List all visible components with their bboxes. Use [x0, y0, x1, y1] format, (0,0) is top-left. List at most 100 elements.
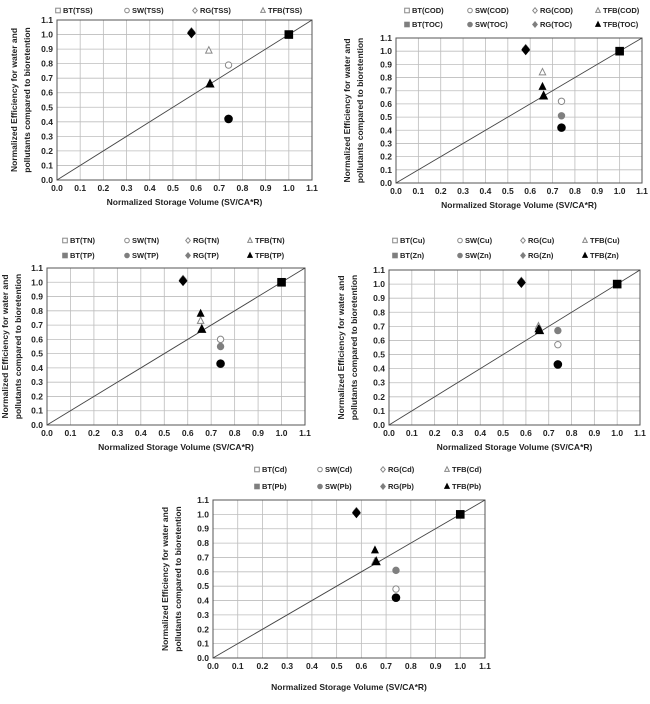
data-point-water-square	[284, 30, 294, 39]
x-tick-label: 0.2	[429, 428, 441, 438]
x-tick-label: 0.5	[158, 428, 170, 438]
legend-marker-square	[254, 483, 260, 490]
x-tick-label: 0.2	[97, 183, 109, 193]
y-tick-label: 0.2	[373, 392, 385, 402]
legend-marker-circle	[467, 21, 473, 28]
x-tick-label: 0.3	[281, 661, 293, 671]
y-tick-label: 0.3	[373, 378, 385, 388]
plot-area-border	[395, 37, 643, 184]
legend-marker-triangle	[581, 236, 589, 243]
data-point-sw-pb-	[392, 566, 400, 575]
legend-label: RG(Pb)	[388, 482, 414, 491]
data-point-tfb-cod-	[538, 67, 547, 76]
plot-area-border	[46, 267, 306, 426]
x-tick-label: 0.9	[591, 186, 603, 196]
x-tick-label: 0.8	[237, 183, 249, 193]
plot-area-border	[388, 269, 641, 426]
data-point-water-triangle	[197, 323, 207, 333]
x-tick-label: 0.8	[405, 661, 417, 671]
data-point-sw-tn-	[216, 335, 225, 344]
legend-label: RG(TSS)	[200, 6, 231, 15]
data-point-tfb-tp-	[196, 308, 205, 317]
x-tick-label: 0.9	[588, 428, 600, 438]
data-point-water-triangle	[371, 556, 381, 566]
legend-label: RG(TN)	[193, 236, 220, 245]
y-tick-label: 0.1	[373, 406, 385, 416]
data-point-water-circle	[224, 114, 233, 124]
x-tick-label: 0.4	[144, 183, 156, 193]
x-tick-label: 1.1	[306, 183, 318, 193]
data-point-water-diamond	[521, 44, 531, 56]
x-tick-label: 0.2	[435, 186, 447, 196]
legend-label: BT(Zn)	[400, 251, 425, 260]
chart-panel-2: 0.0 0.1 0.2 0.3 0.4 0.5 0.6 0.7 0.8 0.9 1.0 1.1 0.0 0…	[342, 6, 648, 210]
x-tick-label: 0.6	[182, 428, 194, 438]
x-tick-label: 1.0	[276, 428, 288, 438]
x-tick-label: 0.8	[566, 428, 578, 438]
legend-label: TFB(COD)	[603, 6, 640, 15]
y-tick-label: 1.0	[31, 277, 43, 287]
y-tick-label: 0.8	[380, 73, 392, 83]
x-tick-label: 0.0	[207, 661, 219, 671]
x-tick-label: 0.1	[74, 183, 86, 193]
y-tick-label: 0.5	[41, 102, 53, 112]
x-tick-label: 0.7	[205, 428, 217, 438]
y-tick-label: 0.9	[41, 44, 53, 54]
data-point-sw-cd-	[392, 585, 400, 593]
legend-label: TFB(Cu)	[590, 236, 620, 245]
x-tick-label: 0.7	[213, 183, 225, 193]
legend-marker-diamond	[185, 251, 191, 260]
legend-label: SW(Cu)	[465, 236, 493, 245]
y-tick-label: 0.6	[197, 567, 209, 577]
y-axis-label: Normalized Efficiency for water and	[342, 38, 352, 182]
y-tick-label: 0.3	[380, 138, 392, 148]
legend-marker-square	[55, 7, 61, 14]
y-tick-label: 0.6	[373, 335, 385, 345]
legend-marker-circle	[317, 466, 323, 473]
x-axis-label: Normalized Storage Volume (SV/CA*R)	[271, 682, 427, 692]
x-tick-label: 0.2	[257, 661, 269, 671]
legend-marker-circle	[124, 252, 130, 259]
data-point-water-diamond	[178, 275, 188, 287]
y-tick-label: 0.5	[31, 349, 43, 359]
legend-label: RG(Cd)	[388, 465, 415, 474]
data-point-water-circle	[557, 123, 566, 132]
y-tick-label: 0.9	[31, 292, 43, 302]
legend-marker-diamond	[380, 465, 386, 474]
legend-label: SW(Zn)	[465, 251, 492, 260]
y-tick-label: 0.8	[41, 59, 53, 69]
x-tick-label: 0.6	[190, 183, 202, 193]
reference-line-1-to-1	[46, 267, 306, 426]
data-point-sw-toc-	[557, 112, 566, 120]
y-tick-label: 0.3	[31, 377, 43, 387]
data-point-sw-cod-	[557, 97, 566, 105]
y-axis-label: Normalized Efficiency for water and	[9, 28, 19, 172]
legend-marker-square	[254, 466, 260, 473]
reference-line-1-to-1	[212, 499, 486, 659]
x-tick-label: 0.6	[524, 186, 536, 196]
x-tick-label: 0.7	[547, 186, 559, 196]
y-tick-label: 0.9	[373, 293, 385, 303]
y-tick-label: 1.0	[380, 46, 392, 56]
y-tick-label: 0.0	[41, 175, 53, 185]
y-tick-label: 1.0	[373, 279, 385, 289]
y-axis-label: pollutants compared to bioretention	[13, 274, 23, 419]
y-tick-label: 1.1	[373, 265, 385, 275]
x-axis-label: Normalized Storage Volume (SV/CA*R)	[107, 197, 263, 207]
x-tick-label: 0.4	[306, 661, 318, 671]
y-tick-label: 0.2	[41, 146, 53, 156]
legend-marker-circle	[124, 237, 130, 244]
x-tick-label: 0.1	[232, 661, 244, 671]
legend-marker-square	[62, 237, 68, 244]
data-point-water-circle	[216, 359, 225, 368]
legend-label: TFB(Pb)	[452, 482, 482, 491]
legend-label: SW(TN)	[132, 236, 160, 245]
legend-marker-diamond	[532, 20, 538, 29]
x-tick-label: 1.0	[283, 183, 295, 193]
y-tick-label: 0.0	[380, 178, 392, 188]
legend-label: TFB(Zn)	[590, 251, 619, 260]
legend-marker-circle	[317, 483, 323, 490]
x-tick-label: 0.0	[51, 183, 63, 193]
y-tick-label: 1.0	[197, 509, 209, 519]
